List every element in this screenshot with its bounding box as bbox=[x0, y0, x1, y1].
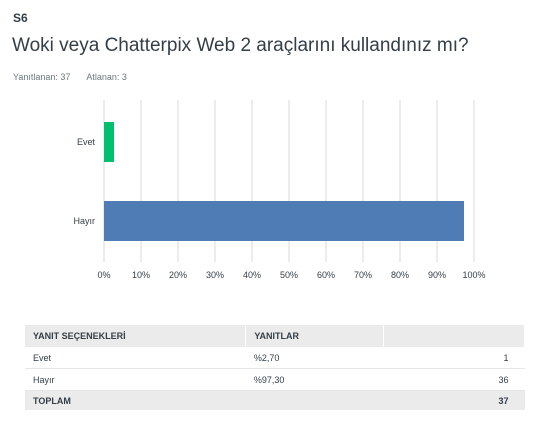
header-responses: YANITLAR bbox=[245, 325, 385, 347]
bar-hay-r[interactable] bbox=[104, 201, 465, 241]
row-count: 1 bbox=[383, 347, 525, 369]
answered-count: Yanıtlanan: 37 bbox=[13, 72, 71, 82]
table-total-row: TOPLAM 37 bbox=[25, 390, 525, 410]
x-tick-label: 50% bbox=[280, 270, 298, 280]
results-table: YANIT SEÇENEKLERİ YANITLAR Evet %2,70 1 … bbox=[25, 325, 525, 410]
row-percent: %2,70 bbox=[245, 347, 384, 369]
table-row: Hayır %97,30 36 bbox=[25, 368, 525, 391]
x-tick-label: 70% bbox=[354, 270, 372, 280]
x-tick-label: 60% bbox=[317, 270, 335, 280]
header-count bbox=[383, 325, 525, 347]
bar-evet[interactable] bbox=[104, 122, 114, 162]
total-label: TOPLAM bbox=[25, 390, 246, 410]
header-answer-choices: YANIT SEÇENEKLERİ bbox=[25, 325, 247, 347]
x-tick-label: 90% bbox=[428, 270, 446, 280]
bars bbox=[104, 122, 465, 241]
response-stats: Yanıtlanan: 37 Atlanan: 3 bbox=[13, 72, 141, 82]
x-tick-label: 40% bbox=[243, 270, 261, 280]
bar-chart: 0% 10% 20% 30% 40% 50% 60% 70% 80% 90% 100% Evet Ha… bbox=[73, 100, 486, 280]
x-tick-label: 80% bbox=[391, 270, 409, 280]
table-row: Evet %2,70 1 bbox=[25, 347, 525, 369]
x-tick-label: 30% bbox=[206, 270, 224, 280]
table-header-row: YANIT SEÇENEKLERİ YANITLAR bbox=[25, 325, 525, 347]
x-tick-label: 100% bbox=[462, 270, 485, 280]
row-label: Evet bbox=[25, 347, 246, 369]
category-label: Hayır bbox=[73, 216, 95, 226]
x-tick-label: 10% bbox=[132, 270, 150, 280]
question-title: Woki veya Chatterpix Web 2 araçlarını ku… bbox=[12, 35, 469, 56]
question-number: S6 bbox=[13, 11, 28, 25]
category-label: Evet bbox=[77, 137, 96, 147]
total-percent-empty bbox=[245, 390, 384, 410]
row-label: Hayır bbox=[25, 368, 246, 391]
category-labels: Evet Hayır bbox=[73, 137, 95, 226]
x-tick-label: 20% bbox=[169, 270, 187, 280]
row-count: 36 bbox=[383, 368, 525, 391]
row-percent: %97,30 bbox=[245, 368, 384, 391]
total-count: 37 bbox=[383, 390, 525, 410]
skipped-count: Atlanan: 3 bbox=[86, 72, 127, 82]
x-tick-label: 0% bbox=[97, 270, 110, 280]
x-axis-ticks: 0% 10% 20% 30% 40% 50% 60% 70% 80% 90% 100% bbox=[97, 270, 485, 280]
